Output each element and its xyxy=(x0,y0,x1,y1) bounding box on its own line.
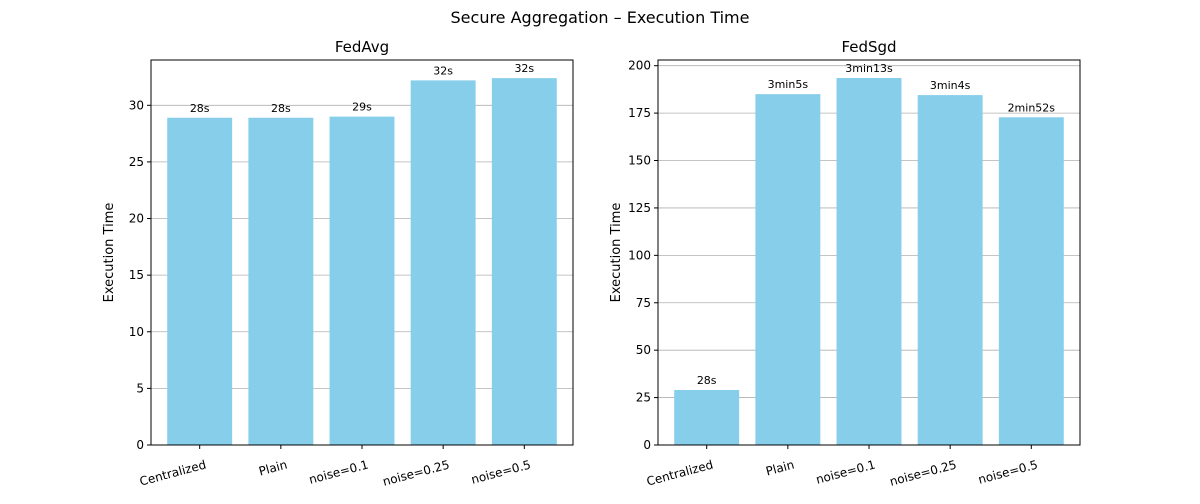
fedsgd-title: FedSgd xyxy=(841,38,896,56)
fedsgd-xtick-label-noise-0-5: noise=0.5 xyxy=(977,457,1040,486)
fedavg-ytick-label: 25 xyxy=(129,155,144,169)
fedsgd-ytick-label: 0 xyxy=(643,438,651,452)
fedsgd-ytick-label: 125 xyxy=(628,201,651,215)
fedsgd-bar-label-centralized: 28s xyxy=(697,374,717,387)
fedavg-ytick-label: 30 xyxy=(129,98,144,112)
fedsgd-xtick-label-noise-0-1: noise=0.1 xyxy=(814,457,877,486)
fedsgd-bar-noise-0-5 xyxy=(998,117,1064,445)
fedsgd-bar-label-plain: 3min5s xyxy=(768,78,809,91)
fedsgd-xtick-label-centralized: Centralized xyxy=(645,457,715,488)
fedsgd-ytick-label: 150 xyxy=(628,154,651,168)
fedavg-xtick-label-noise-0-1: noise=0.1 xyxy=(307,457,370,486)
fedsgd-xtick-label-noise-0-25: noise=0.25 xyxy=(888,457,958,488)
fedavg-bar-centralized xyxy=(167,117,233,445)
fedavg-ytick-label: 15 xyxy=(129,268,144,282)
fedavg-ytick-label: 0 xyxy=(136,438,144,452)
fedavg-bar-noise-0-5 xyxy=(491,78,557,445)
fedavg-ytick-label: 10 xyxy=(129,325,144,339)
fedavg-bar-label-noise-0-25: 32s xyxy=(433,64,453,77)
fedsgd-ytick-label: 200 xyxy=(628,59,651,73)
fedsgd-bar-plain xyxy=(755,94,821,445)
fedavg-bar-label-noise-0-5: 32s xyxy=(514,62,534,75)
fedavg-bar-label-centralized: 28s xyxy=(190,102,210,115)
fedsgd-bar-label-noise-0-5: 2min52s xyxy=(1008,101,1056,114)
fedavg-title: FedAvg xyxy=(335,38,389,56)
fedsgd-ytick-label: 75 xyxy=(636,296,651,310)
fedsgd-ytick-label: 50 xyxy=(636,343,651,357)
fedsgd-bar-noise-0-1 xyxy=(836,78,902,445)
fedavg-xtick-label-noise-0-5: noise=0.5 xyxy=(470,457,533,486)
fedavg-xtick-label-noise-0-25: noise=0.25 xyxy=(381,457,451,488)
fedavg-bar-label-plain: 28s xyxy=(271,102,291,115)
fedsgd-bar-label-noise-0-25: 3min4s xyxy=(930,79,971,92)
fedavg-ytick-label: 5 xyxy=(136,381,144,395)
fedsgd-bar-label-noise-0-1: 3min13s xyxy=(845,62,893,75)
fedsgd-ytick-label: 100 xyxy=(628,248,651,262)
fedavg-bar-plain xyxy=(248,117,314,445)
fedsgd-ylabel: Execution Time xyxy=(609,203,624,303)
figure-title: Secure Aggregation – Execution Time xyxy=(451,8,750,27)
fedavg-axes: 28s 28s 29s 32s 32s 0 5 10 15 20 25 30 Centralized Pl… xyxy=(102,38,574,489)
fedavg-bar-label-noise-0-1: 29s xyxy=(352,101,372,114)
fedavg-xtick-label-centralized: Centralized xyxy=(138,457,208,488)
fedavg-bar-noise-0-1 xyxy=(329,116,395,445)
fedsgd-bar-centralized xyxy=(674,390,740,445)
fedavg-ytick-label: 20 xyxy=(129,212,144,226)
fedsgd-ytick-label: 175 xyxy=(628,106,651,120)
fedsgd-axes: 28s 3min5s 3min13s 3min4s 2min52s 0 25 50 75 100 1… xyxy=(609,38,1081,489)
fedsgd-xtick-label-plain: Plain xyxy=(764,457,796,478)
fedavg-xtick-label-plain: Plain xyxy=(257,457,289,478)
fedsgd-bar-noise-0-25 xyxy=(917,95,983,445)
fedavg-bar-noise-0-25 xyxy=(410,80,476,445)
fedavg-ylabel: Execution Time xyxy=(102,203,117,303)
fedsgd-ytick-label: 25 xyxy=(636,391,651,405)
